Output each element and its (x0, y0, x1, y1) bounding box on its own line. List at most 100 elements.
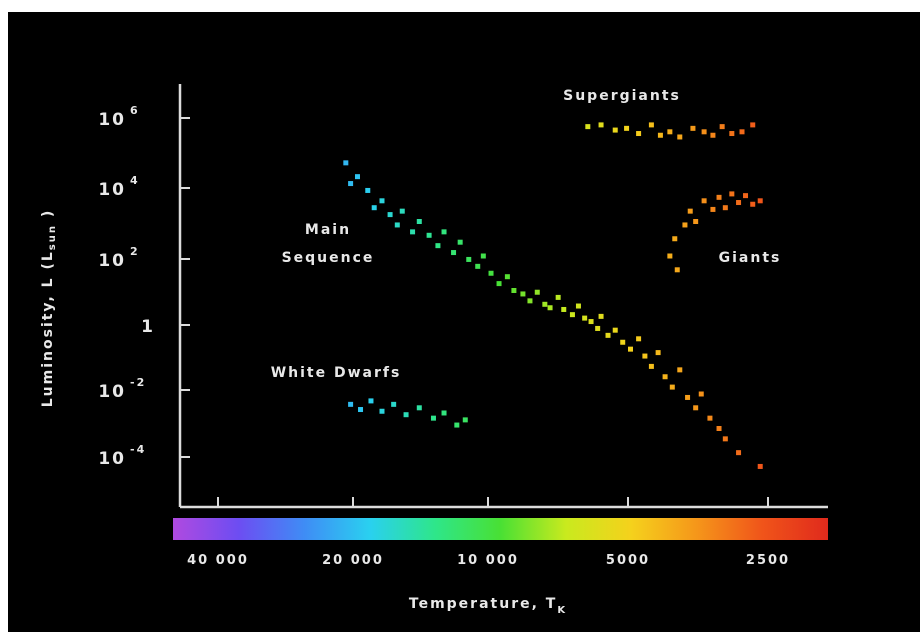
point-giants-10 (729, 191, 735, 197)
point-white-dwarfs-4 (391, 401, 397, 407)
point-white-dwarfs-6 (416, 405, 422, 411)
point-main-sequence-13 (441, 229, 447, 235)
point-supergiants-15 (750, 122, 756, 128)
point-main-sequence-51 (716, 426, 722, 431)
point-main-sequence-8 (399, 208, 405, 214)
y-tick-label-5: 10 (98, 449, 126, 469)
point-main-sequence-30 (569, 312, 575, 318)
point-supergiants-8 (677, 134, 683, 140)
point-main-sequence-38 (620, 339, 626, 345)
y-tick-label-0: 10 (98, 110, 126, 130)
point-white-dwarfs-5 (403, 412, 409, 418)
point-main-sequence-43 (655, 350, 661, 356)
point-main-sequence-5 (379, 198, 385, 204)
point-main-sequence-42 (648, 363, 654, 369)
point-main-sequence-6 (387, 212, 393, 218)
x-tick-label-0: 40 000 (187, 553, 249, 568)
point-main-sequence-7 (394, 222, 400, 228)
point-main-sequence-36 (605, 332, 611, 338)
point-main-sequence-50 (707, 415, 713, 421)
point-main-sequence-28 (555, 294, 561, 300)
point-main-sequence-49 (698, 391, 704, 397)
point-main-sequence-24 (527, 298, 533, 304)
point-white-dwarfs-1 (358, 407, 364, 413)
y-tick-label-4: 10 (98, 382, 126, 402)
point-main-sequence-52 (722, 436, 728, 442)
point-main-sequence-31 (575, 303, 581, 309)
point-main-sequence-9 (410, 229, 416, 235)
point-white-dwarfs-3 (379, 408, 385, 414)
point-supergiants-1 (598, 122, 604, 128)
y-tick-exp-1: 4 (130, 174, 140, 187)
point-main-sequence-27 (547, 305, 553, 311)
point-main-sequence-54 (757, 463, 763, 469)
hr-diagram: 10 6 10 4 10 2 1 10 -2 10 -4 40 000 20 000 10 000 5000… (40, 84, 828, 616)
point-supergiants-14 (739, 129, 745, 135)
point-white-dwarfs-8 (441, 410, 447, 416)
point-main-sequence-2 (354, 174, 360, 180)
point-main-sequence-44 (662, 374, 668, 380)
point-main-sequence-53 (736, 450, 742, 456)
series-supergiants (585, 122, 756, 140)
point-main-sequence-23 (520, 291, 526, 297)
point-giants-0 (667, 253, 673, 259)
point-giants-2 (674, 267, 680, 273)
point-main-sequence-10 (416, 219, 422, 224)
point-main-sequence-4 (371, 205, 377, 211)
point-main-sequence-45 (669, 384, 675, 390)
point-supergiants-6 (657, 132, 663, 138)
point-main-sequence-22 (511, 288, 517, 293)
point-main-sequence-21 (504, 274, 510, 280)
point-supergiants-7 (667, 129, 673, 135)
x-tick-label-4: 2500 (746, 553, 790, 568)
point-main-sequence-11 (426, 232, 432, 238)
point-supergiants-13 (729, 131, 735, 137)
annotation-main-sequence-line-0: Main (305, 222, 351, 238)
point-main-sequence-33 (588, 319, 594, 325)
x-axis-label: Temperature, TK (409, 596, 567, 616)
point-main-sequence-17 (475, 263, 481, 269)
series-main-sequence (343, 160, 763, 469)
annotation-supergiants: Supergiants (563, 88, 681, 104)
point-supergiants-5 (648, 122, 654, 128)
point-white-dwarfs-0 (348, 401, 354, 407)
y-tick-exp-0: 6 (130, 104, 140, 117)
x-tick-label-1: 20 000 (322, 553, 384, 568)
chart-frame: 10 6 10 4 10 2 1 10 -2 10 -4 40 000 20 000 10 000 5000… (8, 12, 920, 632)
point-main-sequence-19 (488, 270, 494, 276)
point-supergiants-12 (719, 124, 725, 130)
point-main-sequence-18 (480, 253, 486, 259)
point-supergiants-0 (585, 124, 591, 130)
point-giants-7 (710, 206, 716, 212)
series-giants (667, 191, 763, 273)
point-main-sequence-37 (612, 327, 618, 333)
point-giants-14 (757, 198, 763, 204)
point-giants-3 (682, 222, 688, 228)
point-main-sequence-48 (693, 405, 699, 411)
point-main-sequence-29 (561, 306, 567, 312)
point-giants-1 (672, 236, 678, 242)
point-giants-4 (687, 208, 693, 214)
annotation-white-dwarfs: White Dwarfs (271, 365, 402, 381)
point-main-sequence-16 (466, 256, 472, 262)
point-main-sequence-0 (343, 160, 349, 166)
point-giants-6 (701, 198, 707, 204)
point-giants-8 (716, 194, 722, 200)
point-supergiants-4 (636, 131, 642, 137)
point-white-dwarfs-7 (430, 415, 436, 421)
y-tick-exp-2: 2 (130, 245, 140, 258)
point-main-sequence-26 (542, 301, 548, 307)
y-axis-label: Luminosity, L (Lsun ) (40, 209, 58, 408)
point-main-sequence-46 (677, 367, 683, 373)
point-main-sequence-34 (595, 325, 601, 331)
x-tick-label-3: 5000 (606, 553, 650, 568)
point-white-dwarfs-2 (368, 398, 374, 404)
point-main-sequence-3 (365, 187, 371, 193)
point-giants-13 (750, 201, 756, 207)
point-main-sequence-1 (348, 181, 354, 187)
annotation-giants: Giants (719, 250, 782, 266)
y-tick-exp-5: -4 (130, 443, 146, 456)
point-main-sequence-35 (598, 313, 604, 319)
point-supergiants-11 (710, 132, 716, 138)
point-main-sequence-39 (628, 346, 633, 352)
